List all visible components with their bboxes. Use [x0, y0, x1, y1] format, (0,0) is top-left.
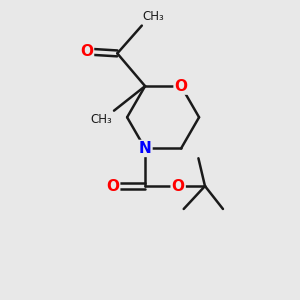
Text: CH₃: CH₃: [143, 10, 165, 23]
Text: CH₃: CH₃: [91, 113, 112, 126]
Text: O: O: [172, 178, 184, 194]
Text: O: O: [106, 178, 119, 194]
Text: N: N: [139, 141, 152, 156]
Text: O: O: [175, 79, 188, 94]
Text: O: O: [80, 44, 93, 59]
